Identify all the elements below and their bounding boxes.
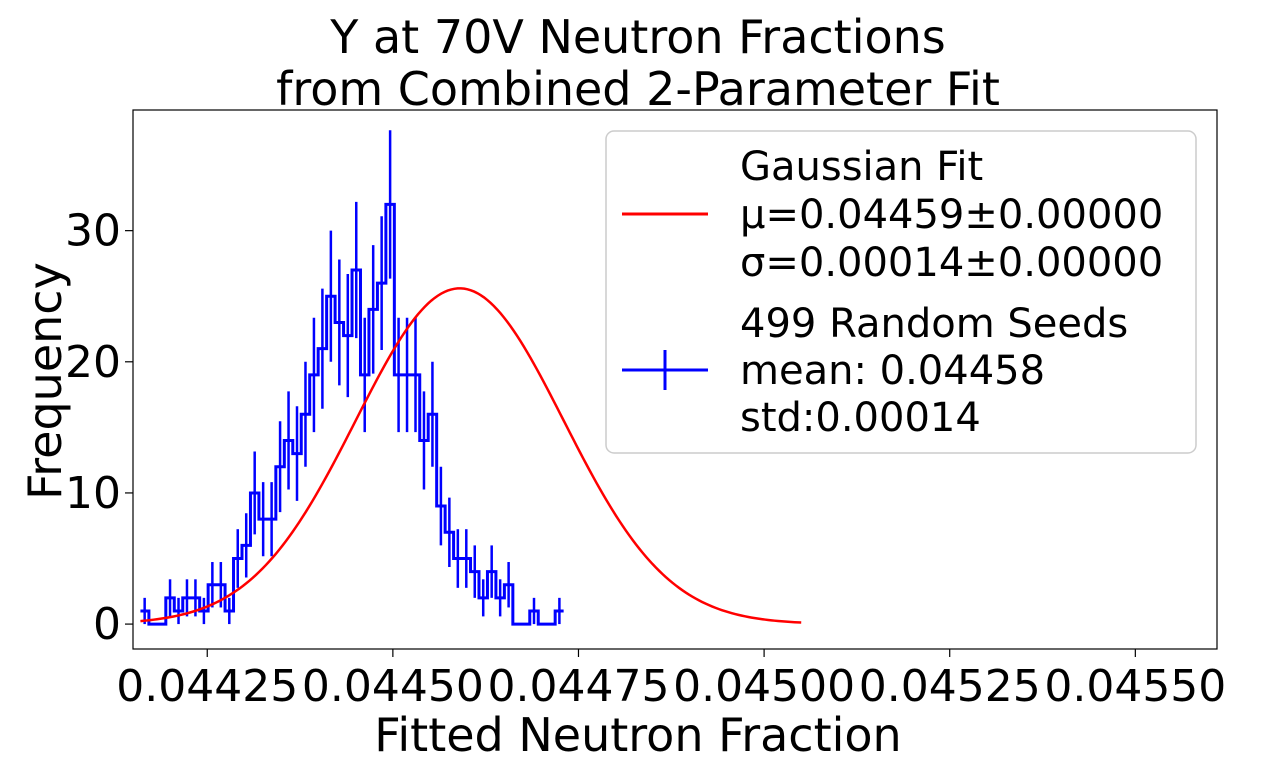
y-tick-label: 10	[65, 468, 121, 519]
legend-seeds-label-3: std:0.00014	[740, 395, 981, 441]
legend-box	[605, 130, 1197, 454]
legend-gaussian-label-1: Gaussian Fit	[740, 144, 983, 190]
x-tick-label: 0.04500	[673, 661, 855, 712]
x-axis-ticks: 0.04425 0.04450 0.04475 0.04500 0.04525 0.045…	[116, 649, 1226, 712]
gaussian-fit-curve	[140, 287, 802, 624]
x-axis-label: Fitted Neutron Fraction	[374, 708, 902, 762]
x-tick-label: 0.04550	[1044, 661, 1226, 712]
x-tick-label: 0.04525	[859, 661, 1041, 712]
legend: Gaussian Fit μ=0.04459±0.00000 σ=0.00014…	[605, 130, 1197, 454]
x-tick-label: 0.04425	[116, 661, 298, 712]
legend-gaussian-label-3: σ=0.00014±0.00000	[740, 240, 1163, 286]
x-tick-label: 0.04450	[302, 661, 484, 712]
chart-title-line-1: Y at 70V Neutron Fractions	[330, 10, 946, 64]
x-tick-label: 0.04475	[488, 661, 670, 712]
chart-title-line-2: from Combined 2-Parameter Fit	[276, 62, 1000, 116]
histogram-step-line	[140, 202, 564, 626]
legend-seeds-label-2: mean: 0.04458	[740, 348, 1045, 394]
legend-gaussian-label-2: μ=0.04459±0.00000	[740, 192, 1163, 238]
legend-seeds-label-1: 499 Random Seeds	[740, 301, 1128, 347]
y-axis-ticks: 0 10 20 30	[65, 206, 133, 650]
y-tick-label: 20	[65, 337, 121, 388]
y-tick-label: 30	[65, 206, 121, 257]
y-axis-label: Frequency	[18, 262, 72, 500]
y-tick-label: 0	[93, 599, 121, 650]
